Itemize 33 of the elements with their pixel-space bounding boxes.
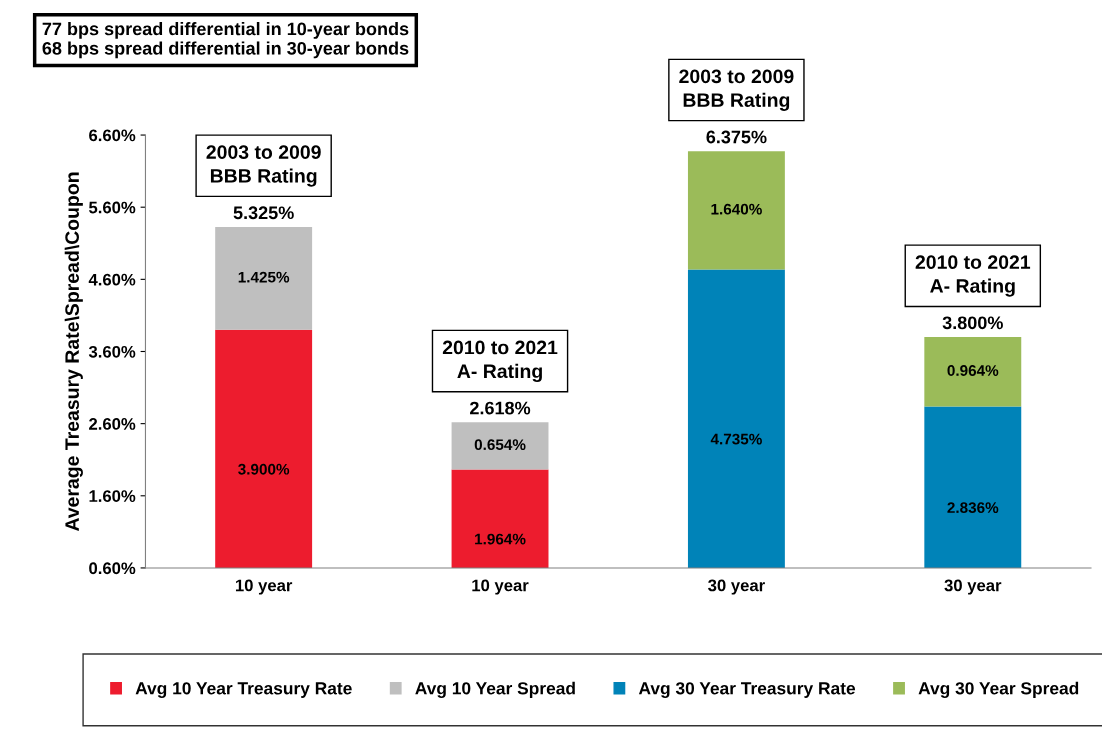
annotation: 2010 to 2021 A- Rating xyxy=(915,255,1031,297)
x-tick-label: 30 year xyxy=(944,579,1002,595)
data-label: 0.654% xyxy=(474,439,526,451)
x-tick-label: 10 year xyxy=(235,579,293,595)
text: 2003 to 2009 BBB Rating xyxy=(679,69,794,111)
legend-label: Avg 30 Year Spread xyxy=(918,681,1079,698)
data-label: 3.900% xyxy=(238,463,290,475)
legend-label: Avg 30 Year Treasury Rate xyxy=(638,682,856,698)
y-tick-label: 3.60% xyxy=(88,345,136,358)
y-tick-label: 0.60% xyxy=(89,562,136,575)
y-tick-label: 5.60% xyxy=(89,201,136,214)
y-axis-title: Average Treasury Rate\Spread\Coupon xyxy=(64,172,83,532)
data-label: 1.425% xyxy=(238,271,290,283)
y-tick-label: 1.60% xyxy=(89,490,136,502)
annotation: 2003 to 2009 BBB Rating xyxy=(206,145,321,187)
data-label: 2.836% xyxy=(947,502,999,514)
total-label: 3.800% xyxy=(942,316,1003,330)
data-label: 0.964% xyxy=(947,365,999,376)
data-label: 4.735% xyxy=(710,433,762,445)
x-tick-label: 30 year xyxy=(708,579,765,595)
annotation: 2010 to 2021 A- Rating xyxy=(442,340,558,383)
total-label: 2.618% xyxy=(470,401,531,415)
data-label: 1.964% xyxy=(475,533,526,545)
total-label: 5.325% xyxy=(233,206,294,220)
y-tick-label: 6.60% xyxy=(89,129,136,142)
y-tick-label: 2.60% xyxy=(89,418,136,430)
text: 77 bps spread differential in 10-year bonds 68 bps spread differential in 30-year bonds xyxy=(42,22,409,59)
legend-label: Avg 10 Year Treasury Rate xyxy=(135,682,352,698)
legend-label: Avg 10 Year Spread xyxy=(415,681,575,698)
data-label: 1.640% xyxy=(711,203,762,215)
x-tick-label: 10 year xyxy=(472,579,529,595)
total-label: 6.375% xyxy=(706,130,767,144)
y-tick-label: 4.60% xyxy=(88,273,136,286)
